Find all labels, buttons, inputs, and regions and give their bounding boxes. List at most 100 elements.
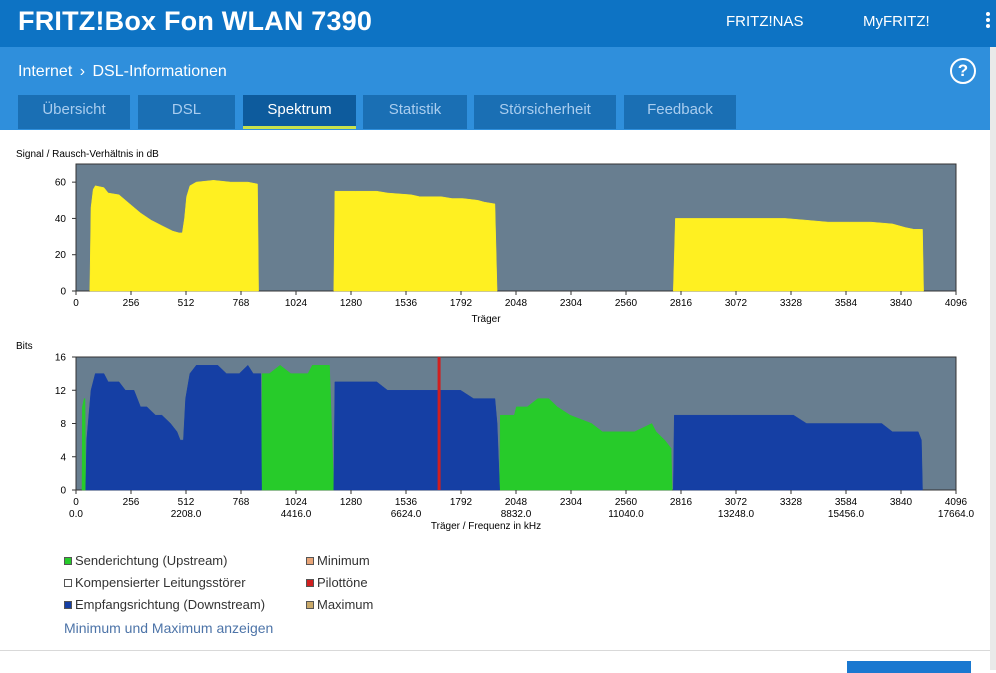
legend-swatch bbox=[306, 600, 314, 609]
spectrum-charts: Signal / Rausch-Verhältnis in dB 0204060… bbox=[16, 149, 975, 532]
snr-x-axis: 0 256 512 768 1024 1280 1536 1792 2048 2304 2560 28… bbox=[73, 291, 968, 309]
legend-swatch bbox=[306, 556, 314, 565]
bits-ytick-label: 0 bbox=[60, 486, 66, 497]
bits-series-1-segment-0 bbox=[85, 364, 262, 491]
bits-x-axis: 0 256 512 768 1024 1280 1536 1792 2048 2304 2560 28… bbox=[73, 490, 968, 508]
bits-ytick-label: 4 bbox=[60, 452, 66, 463]
help-icon[interactable]: ? bbox=[950, 58, 976, 84]
scrollbar[interactable] bbox=[990, 47, 996, 670]
bits-series-1-segment-2 bbox=[673, 414, 923, 491]
sub-header: Internet › DSL-Informationen ? Übersicht… bbox=[0, 47, 990, 130]
snr-chart-ylabel: Signal / Rausch-Verhältnis in dB bbox=[16, 149, 159, 160]
snr-ytick-label: 20 bbox=[55, 250, 67, 261]
snr-ytick-label: 60 bbox=[55, 178, 67, 189]
divider bbox=[0, 650, 990, 651]
legend-minimum: Minimum bbox=[306, 553, 370, 568]
tab-feedback[interactable]: Feedback bbox=[624, 95, 736, 129]
myfritz-link[interactable]: MyFRITZ! bbox=[863, 13, 930, 30]
bits-xtick-label: 2560 bbox=[615, 497, 638, 508]
bits-frequency-tick-label: 2208.0 bbox=[171, 509, 202, 520]
bits-xtick-label: 1280 bbox=[340, 497, 363, 508]
tab-uebersicht[interactable]: Übersicht bbox=[18, 95, 130, 129]
bits-chart-xlabel: Träger / Frequenz in kHz bbox=[431, 521, 541, 532]
legend-swatch bbox=[64, 578, 72, 587]
legend-pilot: Pilottöne bbox=[306, 575, 368, 590]
bits-ytick-label: 16 bbox=[55, 353, 67, 364]
bits-series-0-segment-1 bbox=[261, 364, 335, 491]
bits-ytick-label: 12 bbox=[55, 386, 67, 397]
tab-stoersicherheit[interactable]: Störsicherheit bbox=[474, 95, 616, 129]
bits-xtick-label: 2304 bbox=[560, 497, 583, 508]
bits-xtick-label: 3840 bbox=[890, 497, 913, 508]
bits-xtick-label: 0 bbox=[73, 497, 79, 508]
content-area: Signal / Rausch-Verhältnis in dB 0 20 40 60… bbox=[0, 130, 990, 673]
snr-xtick-label: 3840 bbox=[890, 298, 913, 309]
legend-compensated: Kompensierter Leitungsstörer bbox=[64, 575, 246, 590]
bits-frequency-tick-label: 17664.0 bbox=[938, 509, 975, 520]
bits-x2-axis: 0.0 2208.0 4416.0 6624.0 8832.0 11040.0 13248.… bbox=[69, 509, 974, 520]
pilot-tone-marker bbox=[437, 357, 441, 490]
bits-xtick-label: 4096 bbox=[945, 497, 968, 508]
bits-frequency-tick-label: 4416.0 bbox=[281, 509, 312, 520]
bits-xtick-label: 3328 bbox=[780, 497, 803, 508]
legend-swatch bbox=[64, 556, 72, 565]
bits-frequency-tick-label: 13248.0 bbox=[718, 509, 755, 520]
breadcrumb-page: DSL-Informationen bbox=[92, 63, 227, 80]
snr-xtick-label: 3072 bbox=[725, 298, 748, 309]
bits-xtick-label: 2048 bbox=[505, 497, 528, 508]
snr-xtick-label: 1536 bbox=[395, 298, 418, 309]
bits-series-0-segment-2 bbox=[499, 398, 673, 491]
tab-dsl[interactable]: DSL bbox=[138, 95, 235, 129]
snr-xtick-label: 4096 bbox=[945, 298, 968, 309]
more-menu-icon[interactable] bbox=[980, 10, 996, 34]
bits-series bbox=[81, 364, 923, 491]
snr-y-axis: 0 20 40 60 bbox=[55, 178, 76, 298]
bits-frequency-tick-label: 6624.0 bbox=[391, 509, 422, 520]
snr-xtick-label: 1792 bbox=[450, 298, 473, 309]
bits-xtick-label: 1792 bbox=[450, 497, 473, 508]
bits-xtick-label: 2816 bbox=[670, 497, 693, 508]
bits-y-axis: 0 4 8 12 16 bbox=[55, 353, 76, 497]
bits-pilot bbox=[437, 357, 441, 490]
tab-statistik[interactable]: Statistik bbox=[363, 95, 467, 129]
snr-xtick-label: 2304 bbox=[560, 298, 583, 309]
snr-series bbox=[89, 180, 924, 292]
fritznas-link[interactable]: FRITZ!NAS bbox=[726, 13, 804, 30]
bits-xtick-label: 3072 bbox=[725, 497, 748, 508]
product-title: FRITZ!Box Fon WLAN 7390 bbox=[18, 6, 373, 36]
bits-xtick-label: 256 bbox=[123, 497, 140, 508]
breadcrumb-separator-icon: › bbox=[79, 63, 86, 80]
snr-xtick-label: 3328 bbox=[780, 298, 803, 309]
bits-frequency-tick-label: 8832.0 bbox=[501, 509, 532, 520]
legend-maximum: Maximum bbox=[306, 597, 373, 612]
snr-xtick-label: 0 bbox=[73, 298, 79, 309]
bits-frequency-tick-label: 11040.0 bbox=[608, 509, 644, 520]
legend-swatch bbox=[64, 600, 72, 609]
snr-ytick-label: 0 bbox=[60, 287, 66, 298]
bits-frequency-tick-label: 0.0 bbox=[69, 509, 83, 520]
snr-xtick-label: 2816 bbox=[670, 298, 693, 309]
bits-xtick-label: 1536 bbox=[395, 497, 418, 508]
bits-frequency-tick-label: 15456.0 bbox=[828, 509, 865, 520]
legend-upstream: Senderichtung (Upstream) bbox=[64, 553, 227, 568]
tab-spektrum[interactable]: Spektrum bbox=[243, 95, 356, 129]
snr-ytick-label: 40 bbox=[55, 214, 67, 225]
legend-downstream: Empfangsrichtung (Downstream) bbox=[64, 597, 265, 612]
breadcrumb-section[interactable]: Internet bbox=[18, 63, 73, 80]
breadcrumb: Internet › DSL-Informationen bbox=[18, 63, 227, 81]
snr-xtick-label: 1280 bbox=[340, 298, 363, 309]
bits-xtick-label: 512 bbox=[178, 497, 195, 508]
legend-swatch bbox=[306, 578, 314, 587]
bits-xtick-label: 1024 bbox=[285, 497, 308, 508]
snr-series-0-segment-1 bbox=[333, 190, 498, 292]
snr-xtick-label: 2048 bbox=[505, 298, 528, 309]
snr-series-0-segment-2 bbox=[673, 218, 924, 292]
show-min-max-link[interactable]: Minimum und Maximum anzeigen bbox=[64, 620, 274, 636]
snr-xtick-label: 512 bbox=[178, 298, 195, 309]
bottom-action-button[interactable] bbox=[847, 661, 971, 673]
bits-xtick-label: 3584 bbox=[835, 497, 858, 508]
snr-chart-xlabel: Träger bbox=[471, 314, 501, 325]
snr-xtick-label: 256 bbox=[123, 298, 140, 309]
snr-xtick-label: 1024 bbox=[285, 298, 308, 309]
snr-xtick-label: 3584 bbox=[835, 298, 858, 309]
